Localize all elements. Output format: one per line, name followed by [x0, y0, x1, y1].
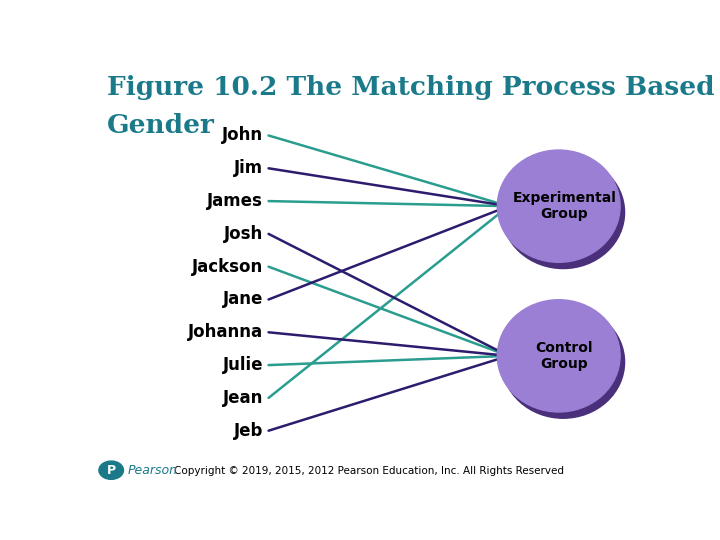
Ellipse shape [498, 150, 620, 262]
Text: John: John [222, 126, 263, 145]
Text: Copyright © 2019, 2015, 2012 Pearson Education, Inc. All Rights Reserved: Copyright © 2019, 2015, 2012 Pearson Edu… [174, 465, 564, 476]
Ellipse shape [498, 300, 620, 412]
Text: James: James [207, 192, 263, 210]
Text: Jane: Jane [222, 291, 263, 308]
Text: Gender: Gender [107, 113, 215, 138]
Text: Jeb: Jeb [233, 422, 263, 440]
Text: Julie: Julie [222, 356, 263, 374]
Text: Jim: Jim [234, 159, 263, 177]
Ellipse shape [502, 306, 624, 418]
Circle shape [99, 461, 124, 480]
Text: Jackson: Jackson [192, 258, 263, 276]
Text: Johanna: Johanna [188, 323, 263, 341]
Text: Jean: Jean [222, 389, 263, 407]
Text: Josh: Josh [224, 225, 263, 243]
Text: P: P [107, 464, 116, 477]
Text: Figure 10.2 The Matching Process Based on: Figure 10.2 The Matching Process Based o… [107, 75, 720, 100]
Text: Experimental
Group: Experimental Group [513, 191, 616, 221]
Text: Control
Group: Control Group [536, 341, 593, 371]
Ellipse shape [502, 156, 624, 268]
Text: Pearson: Pearson [128, 464, 178, 477]
